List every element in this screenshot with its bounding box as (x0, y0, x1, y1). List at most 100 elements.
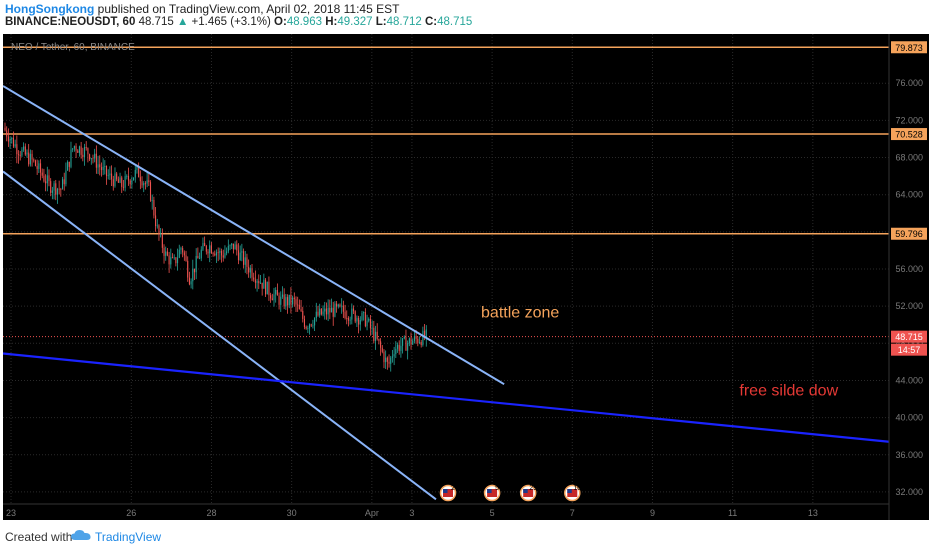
high-key: H: (325, 16, 338, 28)
candle-body (214, 253, 216, 256)
candle-body (158, 225, 160, 235)
candle-body (182, 248, 184, 253)
open-key: O: (274, 16, 287, 28)
candle-body (82, 154, 84, 158)
candle-body (380, 341, 382, 348)
candle-body (369, 318, 371, 329)
candle-body (280, 296, 282, 305)
candle-body (341, 305, 343, 307)
candle-body (61, 179, 64, 190)
candle-body (293, 297, 295, 300)
tradingview-link[interactable]: TradingView (95, 530, 162, 544)
change-label: +1.465 (+3.1%) (191, 16, 271, 28)
candle-body (236, 244, 238, 251)
candle-body (305, 326, 307, 329)
candle-body (417, 338, 419, 343)
time-axis[interactable]: 23 26 28 30 Apr 3 5 7 9 11 13 (6, 508, 818, 518)
candle-body (207, 251, 209, 254)
candle-body (170, 257, 172, 265)
candle-body (85, 147, 87, 149)
candle-body (171, 257, 174, 259)
candle-body (153, 200, 155, 216)
countdown-label: 14:57 (898, 345, 921, 355)
created-with-text: Created with (5, 530, 73, 544)
event-extra-label: 5 (457, 485, 461, 492)
candle-body (160, 233, 162, 235)
candle-body (351, 308, 353, 320)
up-arrow-icon: ▲ (176, 16, 189, 28)
candle-body (361, 312, 363, 320)
candle-body (141, 181, 143, 186)
candle-body (232, 243, 234, 250)
candle-body (373, 327, 375, 341)
candle-body (43, 175, 45, 182)
channel-line (3, 170, 437, 501)
candle-body (156, 225, 158, 227)
candle-body (104, 166, 106, 167)
candle-body (26, 152, 28, 155)
candle-body (63, 179, 65, 185)
candle-body (363, 312, 365, 313)
price-tick-label: 68.000 (895, 153, 923, 163)
candle-body (315, 311, 317, 318)
candle-body (221, 251, 223, 256)
candle-body (354, 311, 356, 322)
candle-body (168, 255, 170, 265)
last-price-label: 48.715 (138, 16, 174, 28)
candle-body (288, 294, 290, 306)
candle-body (249, 268, 251, 273)
candle-body (243, 251, 245, 265)
trend-line (3, 352, 890, 443)
chart-panel[interactable]: battle zone free silde dow 2 5 5 6 29 10 32.00… (3, 34, 929, 520)
candle-body (336, 303, 338, 307)
candle-body (278, 295, 280, 305)
candle-body (73, 146, 75, 149)
chart-annotation: battle zone (481, 304, 559, 321)
candle-body (173, 257, 175, 259)
low-key: L: (375, 16, 387, 28)
candle-body (275, 290, 277, 295)
level-price-tag (891, 227, 927, 240)
candle-body (386, 357, 388, 362)
candle-body (415, 336, 417, 339)
candle-body (149, 182, 152, 201)
time-tick-label: 30 (287, 508, 297, 518)
time-tick-label: Apr (365, 508, 379, 518)
time-tick-label: 11 (728, 508, 737, 518)
price-tick-label: 36.000 (895, 450, 923, 460)
candle-body (178, 249, 180, 258)
candle-body (302, 310, 304, 319)
candle-body (366, 320, 368, 327)
open-value: 48.963 (286, 16, 322, 28)
price-tick-label: 76.000 (895, 78, 923, 88)
candle-body (143, 183, 145, 186)
candle-body (359, 319, 361, 325)
symbol-label: BINANCE:NEOUSDT, 60 (5, 16, 136, 28)
author-link[interactable]: HongSongkong (5, 2, 95, 16)
candle-body (56, 188, 58, 195)
candle-body (286, 297, 289, 306)
economic-event-flag-icon[interactable]: 10 (564, 484, 581, 502)
price-tick-label: 40.000 (895, 413, 923, 423)
candle-body (256, 281, 258, 283)
candle-body (246, 257, 248, 267)
candle-body (371, 327, 373, 329)
candle-body (412, 340, 414, 345)
candle-body (46, 175, 48, 184)
candle-body (202, 243, 204, 250)
candle-body (7, 136, 9, 142)
candle-body (381, 347, 383, 352)
candle-body (400, 345, 402, 351)
price-axis[interactable]: 32.000 36.000 40.000 44.000 48.000 52.000 56.0… (891, 41, 927, 497)
candle-body (80, 146, 82, 155)
candle-body (65, 170, 67, 185)
candle-body (67, 161, 69, 171)
economic-event-flag-icon[interactable]: 29 (519, 484, 537, 502)
event-extra-label: 6 (501, 485, 505, 492)
flag-stripes (567, 489, 578, 497)
candle-body (270, 295, 272, 299)
candle-body (418, 341, 421, 343)
